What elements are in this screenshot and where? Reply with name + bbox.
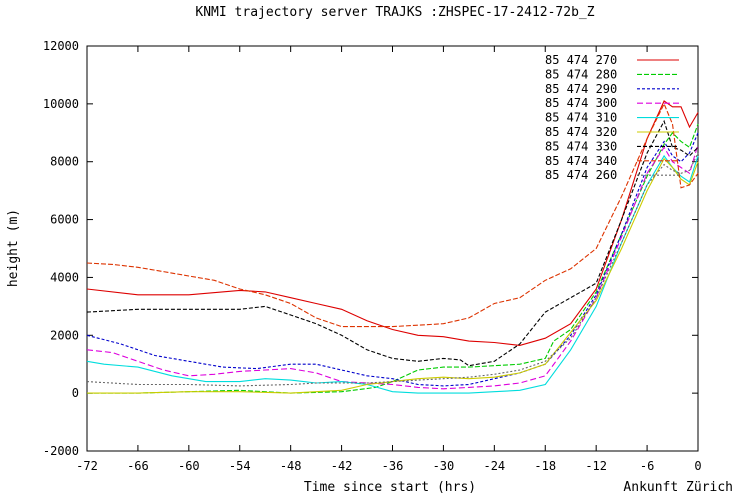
y-tick-label: 12000 bbox=[43, 39, 79, 53]
x-tick-label: -72 bbox=[76, 459, 98, 473]
series-line-2 bbox=[86, 132, 699, 387]
x-tick-label: -30 bbox=[433, 459, 455, 473]
x-tick-label: -48 bbox=[280, 459, 302, 473]
y-tick-label: -2000 bbox=[43, 444, 79, 458]
y-tick-label: 10000 bbox=[43, 97, 79, 111]
legend-label: 85 474 260 bbox=[545, 168, 617, 182]
y-tick-label: 6000 bbox=[50, 213, 79, 227]
legend-label: 85 474 310 bbox=[545, 111, 617, 125]
series-line-4 bbox=[86, 154, 699, 394]
arrival-label: Ankunft Zürich bbox=[623, 480, 733, 495]
x-tick-label: -42 bbox=[331, 459, 353, 473]
y-tick-label: 0 bbox=[72, 386, 79, 400]
x-tick-label: -54 bbox=[229, 459, 251, 473]
legend-label: 85 474 270 bbox=[545, 53, 617, 67]
y-tick-label: 4000 bbox=[50, 270, 79, 284]
x-tick-label: -18 bbox=[534, 459, 556, 473]
series-line-7 bbox=[86, 102, 699, 328]
chart-title: KNMI trajectory server TRAJKS :ZHSPEC-17… bbox=[195, 5, 594, 20]
legend-label: 85 474 280 bbox=[545, 67, 617, 81]
axis-ticks: -72 -66 -60 -54 -48 -42 -36 -30 -24 -18 -12 -6 0-200… bbox=[43, 39, 702, 473]
y-tick-label: 8000 bbox=[50, 155, 79, 169]
x-tick-label: -60 bbox=[178, 459, 200, 473]
legend-label: 85 474 320 bbox=[545, 125, 617, 139]
x-tick-label: -36 bbox=[382, 459, 404, 473]
series-line-0 bbox=[86, 100, 699, 346]
x-tick-label: 0 bbox=[694, 459, 701, 473]
y-axis-label: height (m) bbox=[6, 209, 21, 287]
x-tick-label: -66 bbox=[127, 459, 149, 473]
x-axis-label: Time since start (hrs) bbox=[304, 480, 476, 495]
series-line-3 bbox=[86, 144, 699, 390]
legend-label: 85 474 290 bbox=[545, 82, 617, 96]
series-line-5 bbox=[87, 157, 699, 394]
legend-label: 85 474 300 bbox=[545, 96, 617, 110]
y-tick-label: 2000 bbox=[50, 328, 79, 342]
x-tick-label: -24 bbox=[483, 459, 505, 473]
series-line-1 bbox=[87, 123, 699, 394]
x-tick-label: -6 bbox=[640, 459, 654, 473]
x-tick-label: -12 bbox=[585, 459, 607, 473]
legend-label: 85 474 330 bbox=[545, 139, 617, 153]
legend-label: 85 474 340 bbox=[545, 154, 617, 168]
